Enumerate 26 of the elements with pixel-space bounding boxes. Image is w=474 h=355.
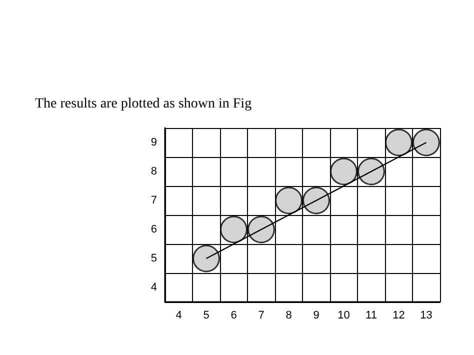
- point: [220, 216, 248, 244]
- x-tick-label: 6: [230, 310, 237, 322]
- chart-title: The results are plotted as shown in Fig: [35, 96, 252, 112]
- x-tick-label: 11: [366, 310, 377, 322]
- point: [412, 128, 440, 156]
- x-tick-label: 9: [313, 310, 320, 322]
- point: [302, 186, 330, 214]
- x-tick-label: 5: [203, 310, 210, 322]
- point: [330, 158, 358, 186]
- point: [248, 216, 275, 244]
- x-tick-label: 4: [176, 310, 182, 322]
- y-tick-label: 6: [150, 224, 157, 236]
- x-tick-label: 12: [392, 310, 405, 322]
- point: [275, 186, 302, 214]
- x-tick-label: 7: [258, 310, 264, 322]
- y-tick-label: 8: [150, 166, 157, 178]
- point: [192, 244, 220, 272]
- x-tick-label: 8: [286, 310, 292, 322]
- point: [385, 128, 412, 156]
- y-tick-label: 4: [150, 282, 157, 294]
- point: [358, 158, 385, 186]
- x-tick-label: 13: [420, 310, 432, 322]
- y-tick-label: 5: [150, 252, 157, 264]
- y-tick-label: 9: [150, 136, 157, 148]
- x-tick-label: 10: [338, 310, 350, 322]
- y-tick-label: 7: [150, 194, 157, 206]
